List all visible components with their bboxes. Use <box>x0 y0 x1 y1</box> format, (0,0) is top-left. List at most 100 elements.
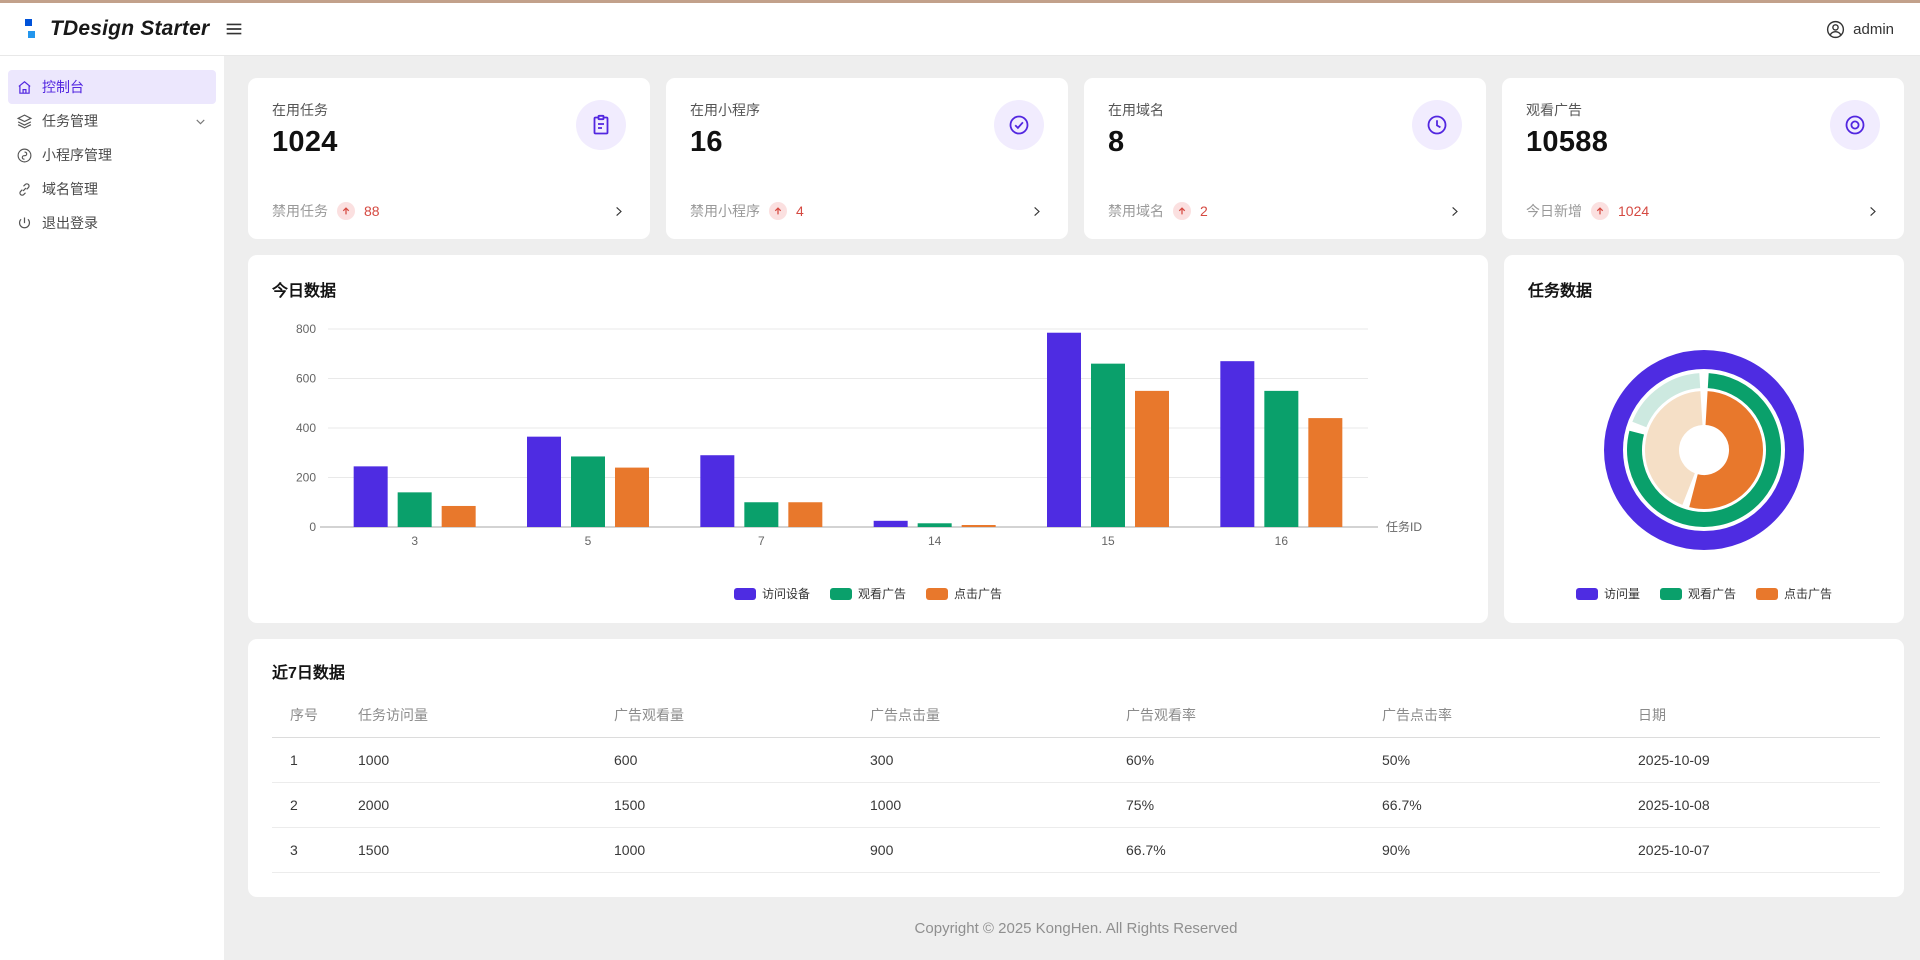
stat-title: 在用域名 <box>1108 102 1164 118</box>
cell: 66.7% <box>1118 827 1374 873</box>
stat-title: 在用任务 <box>272 102 328 118</box>
sidebar-item-label: 小程序管理 <box>42 147 112 163</box>
user-menu[interactable]: admin <box>1825 19 1894 40</box>
cell: 2025-10-08 <box>1630 782 1880 828</box>
legend-item[interactable]: 点击广告 <box>926 585 1002 602</box>
bar-chart-legend: 访问设备 观看广告 点击广告 <box>272 585 1464 602</box>
eye-icon <box>1830 100 1880 150</box>
cell: 1000 <box>350 737 606 783</box>
stat-value: 16 <box>690 126 723 158</box>
chevron-right-icon[interactable] <box>1447 204 1462 219</box>
cell: 1500 <box>606 782 862 828</box>
sidebar-item-logout[interactable]: 退出登录 <box>8 206 216 240</box>
app-header: TDesign Starter admin <box>0 3 1920 56</box>
cell: 3 <box>272 827 350 873</box>
power-icon <box>16 215 33 232</box>
sidebar-item-dashboard[interactable]: 控制台 <box>8 70 216 104</box>
table-row: 2 2000 1500 1000 75% 66.7% 2025-10-08 <box>272 782 1880 828</box>
stat-value: 10588 <box>1526 126 1609 158</box>
recent-data-table: 序号 任务访问量 广告观看量 广告点击量 广告观看率 广告点击率 日期 1 100… <box>272 695 1880 873</box>
legend-swatch <box>1575 587 1598 600</box>
svg-text:15: 15 <box>1101 534 1115 548</box>
home-icon <box>16 79 33 96</box>
chart-title: 任务数据 <box>1528 283 1593 300</box>
main-content: 在用任务 1024 禁用任务 88 在用小程序 16 <box>224 56 1920 960</box>
svg-text:14: 14 <box>928 534 942 548</box>
stat-sub-label: 禁用小程序 <box>690 203 760 219</box>
legend-item[interactable]: 观看广告 <box>829 585 906 602</box>
chevron-right-icon[interactable] <box>1865 204 1880 219</box>
table-row: 3 1500 1000 900 66.7% 90% 2025-10-07 <box>272 827 1880 873</box>
col-header: 广告观看率 <box>1118 695 1374 738</box>
sidebar-item-domain-management[interactable]: 域名管理 <box>8 172 216 206</box>
trend-up-icon <box>769 202 787 220</box>
window-top-strip <box>0 0 1920 3</box>
legend-item[interactable]: 访问量 <box>1575 585 1640 602</box>
clock-icon <box>1412 100 1462 150</box>
cell: 2025-10-07 <box>1630 827 1880 873</box>
svg-text:400: 400 <box>296 421 316 435</box>
legend-swatch <box>733 587 756 600</box>
menu-toggle-icon[interactable] <box>223 18 245 40</box>
chart-title: 今日数据 <box>272 283 337 300</box>
chevron-right-icon[interactable] <box>1029 204 1044 219</box>
svg-text:200: 200 <box>296 471 316 485</box>
charts-row: 今日数据 0 200 400 600 800 3 5 7 14 15 16 任务ID 访问设备 观看广告… <box>248 255 1904 623</box>
stat-trend-value: 1024 <box>1618 203 1650 219</box>
legend-item[interactable]: 点击广告 <box>1756 585 1832 602</box>
col-header: 日期 <box>1630 695 1880 738</box>
stat-value: 8 <box>1108 126 1125 158</box>
trend-up-icon <box>337 202 355 220</box>
chevron-down-icon <box>193 114 208 129</box>
stat-card-ad-views[interactable]: 观看广告 10588 今日新增 1024 <box>1502 78 1904 239</box>
legend-label: 观看广告 <box>1687 587 1736 601</box>
svg-text:3: 3 <box>411 534 418 548</box>
stat-title: 观看广告 <box>1526 102 1582 118</box>
cell: 1 <box>272 737 350 783</box>
logo-icon <box>22 16 38 42</box>
cell: 1500 <box>350 827 606 873</box>
svg-text:16: 16 <box>1275 534 1289 548</box>
legend-item[interactable]: 观看广告 <box>1659 585 1736 602</box>
svg-text:0: 0 <box>309 520 316 534</box>
stat-trend-value: 4 <box>796 203 804 219</box>
legend-label: 访问设备 <box>761 587 810 601</box>
stat-card-row: 在用任务 1024 禁用任务 88 在用小程序 16 <box>248 78 1904 239</box>
stat-card-active-miniprograms[interactable]: 在用小程序 16 禁用小程序 4 <box>666 78 1068 239</box>
legend-swatch <box>926 587 948 600</box>
sidebar-item-task-management[interactable]: 任务管理 <box>8 104 216 138</box>
table-title: 近7日数据 <box>272 665 345 682</box>
legend-label: 点击广告 <box>954 587 1003 601</box>
sidebar-item-label: 退出登录 <box>42 215 98 231</box>
svg-text:任务ID: 任务ID <box>1386 519 1422 534</box>
cell: 600 <box>606 737 862 783</box>
today-data-chart-card: 今日数据 0 200 400 600 800 3 5 7 14 15 16 任务ID 访问设备 观看广告… <box>248 255 1488 623</box>
legend-label: 观看广告 <box>857 587 906 601</box>
task-data-chart-card: 任务数据 访问量 观看广告 点击广告 <box>1504 255 1904 623</box>
stat-value: 1024 <box>272 126 338 158</box>
cell: 2000 <box>350 782 606 828</box>
recent-data-table-card: 近7日数据 序号 任务访问量 广告观看量 广告点击量 广告观看率 广告点击率 日… <box>248 639 1904 897</box>
cell: 1000 <box>606 827 862 873</box>
check-circle-icon <box>994 100 1044 150</box>
sidebar-item-label: 控制台 <box>42 79 84 95</box>
svg-text:600: 600 <box>296 372 316 386</box>
table-header-row: 序号 任务访问量 广告观看量 广告点击量 广告观看率 广告点击率 日期 <box>272 695 1880 738</box>
cell: 900 <box>862 827 1118 873</box>
bar-chart: 0 200 400 600 800 3 5 7 14 15 16 任务ID <box>296 322 1422 548</box>
cell: 66.7% <box>1374 782 1630 828</box>
col-header: 任务访问量 <box>350 695 606 738</box>
trend-up-icon <box>1591 202 1609 220</box>
stat-card-active-tasks[interactable]: 在用任务 1024 禁用任务 88 <box>248 78 650 239</box>
donut-chart <box>1604 350 1804 550</box>
clipboard-icon <box>576 100 626 150</box>
chevron-right-icon[interactable] <box>611 204 626 219</box>
stat-card-active-domains[interactable]: 在用域名 8 禁用域名 2 <box>1084 78 1486 239</box>
sidebar-item-miniprogram-management[interactable]: 小程序管理 <box>8 138 216 172</box>
legend-swatch <box>1659 587 1682 600</box>
legend-item[interactable]: 访问设备 <box>733 585 810 602</box>
trend-up-icon <box>1173 202 1191 220</box>
cell: 300 <box>862 737 1118 783</box>
legend-label: 访问量 <box>1603 587 1640 601</box>
svg-text:7: 7 <box>758 534 765 548</box>
